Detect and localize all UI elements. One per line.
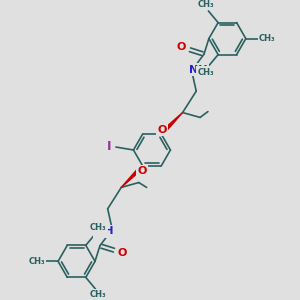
Text: CH₃: CH₃ (90, 290, 107, 299)
Text: NH: NH (189, 65, 207, 75)
Text: CH₃: CH₃ (90, 223, 107, 232)
Text: I: I (107, 140, 111, 153)
Text: CH₃: CH₃ (259, 34, 276, 43)
Polygon shape (121, 168, 141, 188)
Text: O: O (137, 166, 146, 176)
Text: CH₃: CH₃ (197, 0, 214, 9)
Text: O: O (118, 248, 127, 258)
Text: O: O (177, 42, 186, 52)
Text: NH: NH (94, 226, 113, 236)
Text: CH₃: CH₃ (197, 68, 214, 76)
Text: CH₃: CH₃ (28, 257, 45, 266)
Polygon shape (163, 112, 183, 132)
Text: O: O (158, 125, 167, 135)
